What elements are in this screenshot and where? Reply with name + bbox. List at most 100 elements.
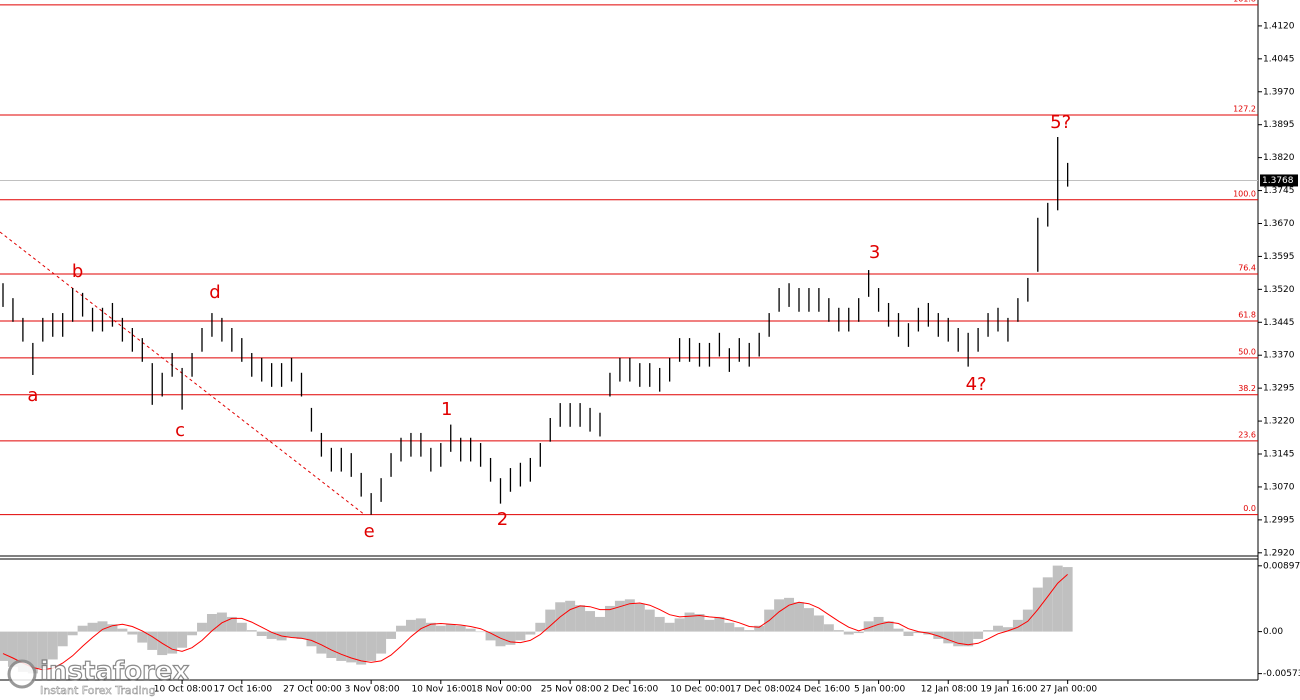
y-tick-label: 1.4120 bbox=[1263, 21, 1295, 31]
histogram-bar bbox=[77, 625, 88, 632]
y-tick-label: 1.3520 bbox=[1263, 285, 1295, 295]
histogram-bar bbox=[396, 625, 406, 632]
histogram-bar bbox=[664, 622, 675, 632]
y-tick-label: 1.3745 bbox=[1263, 186, 1295, 196]
fib-level-label: 0.0 bbox=[1243, 504, 1256, 513]
last-price-label: 1.3768 bbox=[1262, 176, 1294, 186]
histogram-bar bbox=[316, 631, 327, 654]
y-tick-label: 1.3220 bbox=[1263, 417, 1295, 427]
histogram-bar bbox=[525, 631, 536, 635]
histogram-bar bbox=[57, 631, 68, 647]
histogram-bar bbox=[296, 631, 307, 639]
histogram-bar bbox=[883, 621, 894, 632]
histogram-bar bbox=[197, 622, 207, 632]
histogram-bar bbox=[415, 618, 426, 632]
histogram-bar bbox=[913, 631, 924, 634]
histogram-bar bbox=[97, 621, 108, 632]
x-tick-label: 12 Jan 08:00 bbox=[921, 685, 978, 695]
watermark-name: instaforex bbox=[40, 657, 190, 687]
histogram-bar bbox=[744, 630, 755, 632]
histogram-bar bbox=[634, 603, 645, 632]
fib-level-label: 38.2 bbox=[1238, 384, 1256, 393]
y-tick-label: 0.00897 bbox=[1263, 561, 1300, 571]
histogram-bar bbox=[684, 612, 695, 632]
last-price-box bbox=[1260, 174, 1298, 187]
histogram-bar bbox=[346, 631, 357, 663]
watermark: instaforex Instant Forex Trading bbox=[7, 656, 190, 697]
histogram-bar bbox=[694, 614, 705, 632]
histogram-bar bbox=[266, 631, 277, 639]
histogram-bar bbox=[445, 624, 456, 632]
histogram-bar bbox=[356, 631, 367, 665]
histogram-bar bbox=[366, 631, 377, 661]
histogram-bar bbox=[654, 616, 665, 632]
x-tick-label: 17 Dec 08:00 bbox=[730, 685, 791, 695]
histogram-bar bbox=[515, 631, 526, 641]
y-tick-label: 0.00 bbox=[1263, 627, 1283, 637]
x-tick-label: 17 Oct 16:00 bbox=[213, 685, 272, 695]
histogram-bar bbox=[485, 631, 496, 641]
y-tick-label: 1.3895 bbox=[1263, 120, 1295, 130]
histogram-bar bbox=[475, 631, 486, 633]
histogram-bar bbox=[1052, 565, 1063, 632]
histogram-bar bbox=[167, 631, 178, 654]
histogram-bar bbox=[177, 631, 188, 648]
histogram-bar bbox=[336, 631, 347, 661]
histogram-bar bbox=[595, 616, 605, 632]
histogram-bar bbox=[1002, 627, 1013, 632]
histogram-bar bbox=[1042, 577, 1053, 632]
histogram-bar bbox=[604, 605, 615, 632]
watermark-logo bbox=[7, 659, 37, 689]
histogram-bar bbox=[614, 600, 625, 632]
histogram-bar bbox=[704, 619, 715, 632]
histogram-bar bbox=[893, 628, 904, 632]
histogram-bar bbox=[784, 597, 795, 632]
histogram-bar bbox=[37, 631, 48, 669]
fib-level-label: 23.6 bbox=[1238, 430, 1256, 439]
histogram-bar bbox=[147, 631, 158, 650]
histogram-bar bbox=[953, 631, 964, 647]
histogram-bar bbox=[714, 616, 725, 632]
y-tick-label: 1.3820 bbox=[1263, 153, 1295, 163]
histogram-bar bbox=[286, 631, 297, 638]
histogram-bar bbox=[933, 631, 944, 639]
histogram-bar bbox=[7, 631, 18, 667]
histogram-bar bbox=[833, 630, 844, 632]
fib-level-label: 50.0 bbox=[1238, 347, 1256, 356]
histogram-bar bbox=[67, 631, 78, 636]
x-tick-label: 27 Oct 00:00 bbox=[283, 685, 342, 695]
histogram-bar bbox=[465, 628, 476, 632]
histogram-bar bbox=[306, 631, 317, 647]
wave-label: 3 bbox=[869, 242, 880, 263]
histogram-bar bbox=[724, 622, 735, 632]
histogram-bar bbox=[853, 631, 864, 634]
histogram-bar bbox=[256, 631, 267, 636]
histogram-bar bbox=[107, 624, 118, 632]
y-tick-label: 1.3370 bbox=[1263, 351, 1295, 361]
histogram-bar bbox=[624, 599, 635, 632]
x-tick-label: 27 Jan 00:00 bbox=[1040, 685, 1097, 695]
y-tick-label: 1.3070 bbox=[1263, 482, 1295, 492]
x-tick-label: 25 Nov 08:00 bbox=[541, 685, 602, 695]
histogram-bar bbox=[27, 631, 38, 674]
fib-level-label: 161.8 bbox=[1233, 0, 1256, 3]
histogram-bar bbox=[117, 628, 128, 632]
histogram-bar bbox=[813, 615, 824, 632]
histogram-bar bbox=[455, 625, 466, 632]
wave-label: 4? bbox=[966, 374, 987, 395]
wave-label: a bbox=[27, 385, 38, 406]
wave-label: 1 bbox=[441, 399, 452, 420]
histogram-bar bbox=[17, 631, 28, 672]
histogram-bar bbox=[545, 609, 556, 632]
histogram-bar bbox=[1062, 567, 1073, 632]
histogram-bar bbox=[435, 625, 446, 632]
histogram-bar bbox=[87, 622, 98, 632]
x-tick-label: 3 Nov 08:00 bbox=[345, 685, 400, 695]
fib-level-label: 76.4 bbox=[1238, 263, 1256, 272]
x-tick-label: 10 Nov 16:00 bbox=[411, 685, 472, 695]
histogram-bar bbox=[376, 631, 387, 654]
wave-label: 5? bbox=[1050, 112, 1071, 133]
signal-line bbox=[2, 574, 1068, 671]
histogram-bar bbox=[137, 631, 148, 643]
x-tick-label: 2 Dec 16:00 bbox=[603, 685, 658, 695]
